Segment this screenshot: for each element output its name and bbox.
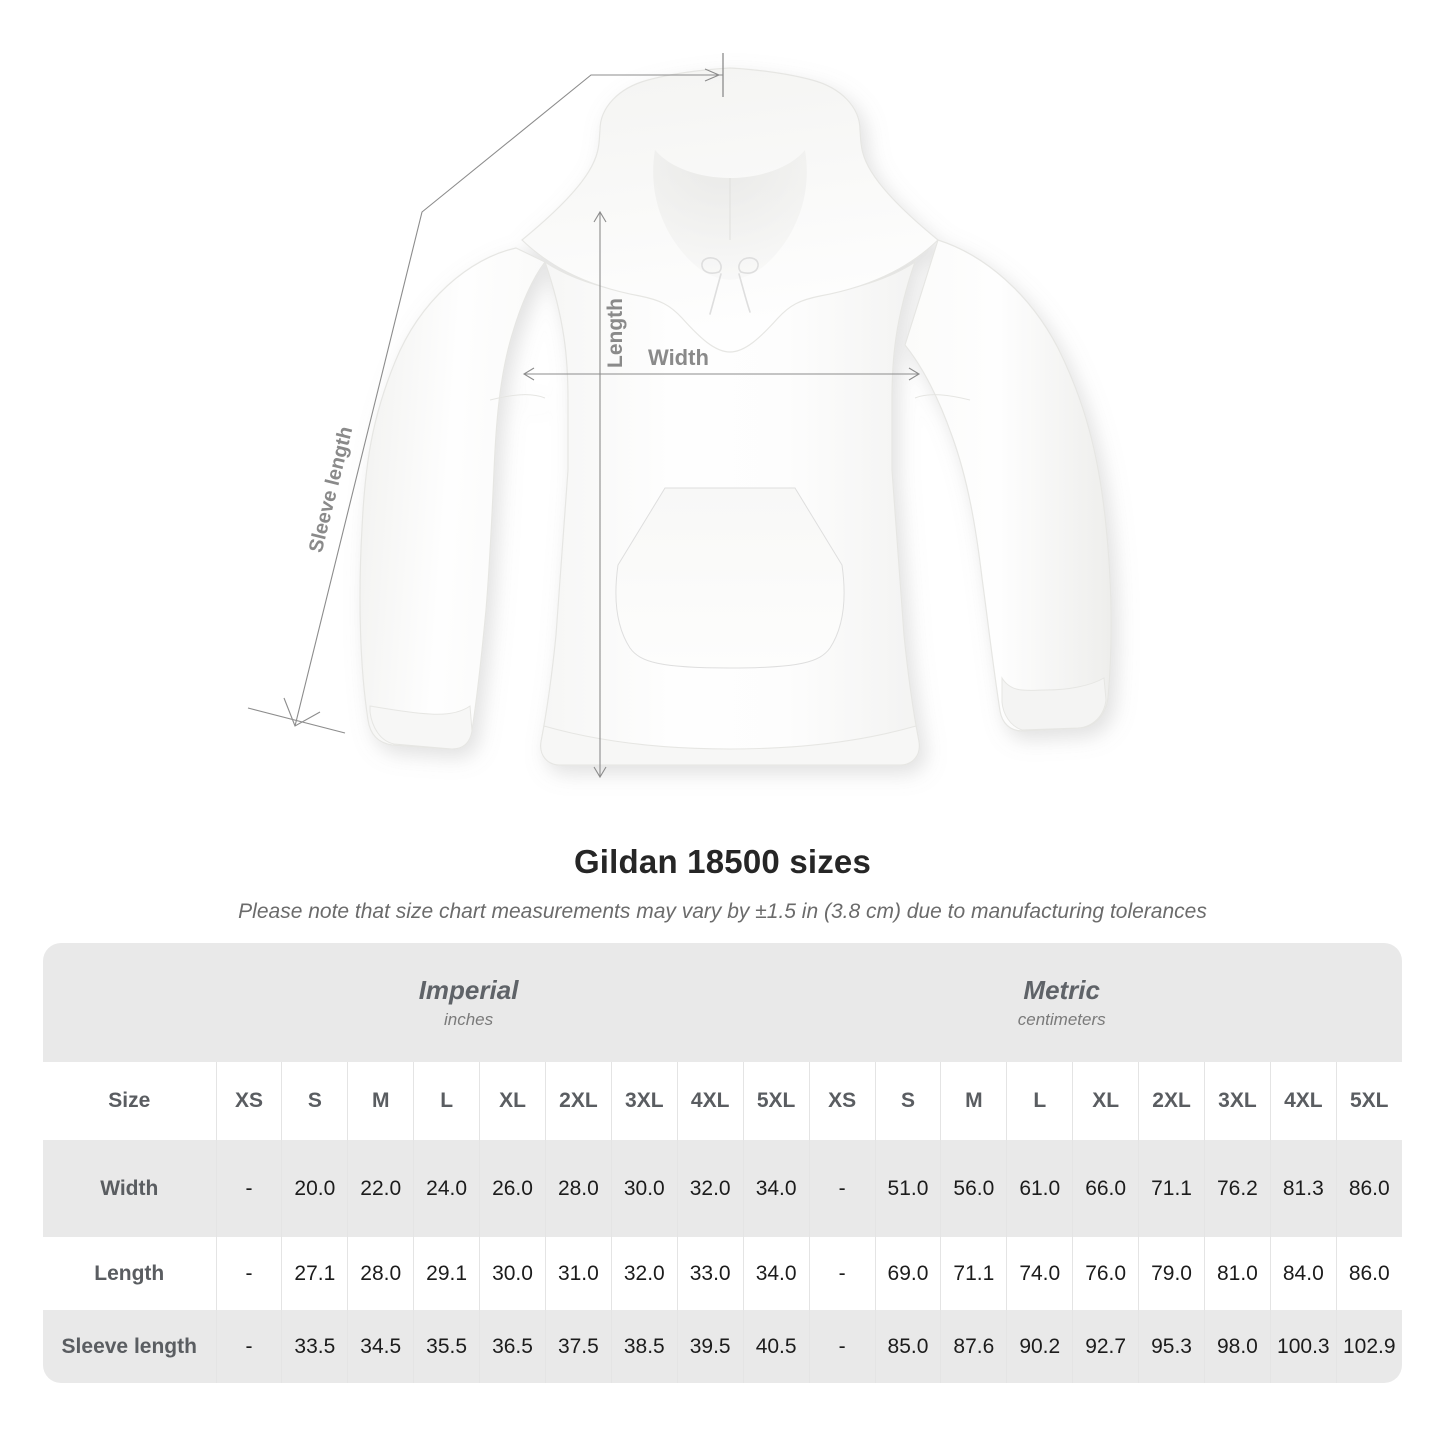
svg-text:Width: Width [648,345,709,370]
svg-text:Sleeve length: Sleeve length [305,424,357,554]
svg-text:Length: Length [604,298,627,368]
